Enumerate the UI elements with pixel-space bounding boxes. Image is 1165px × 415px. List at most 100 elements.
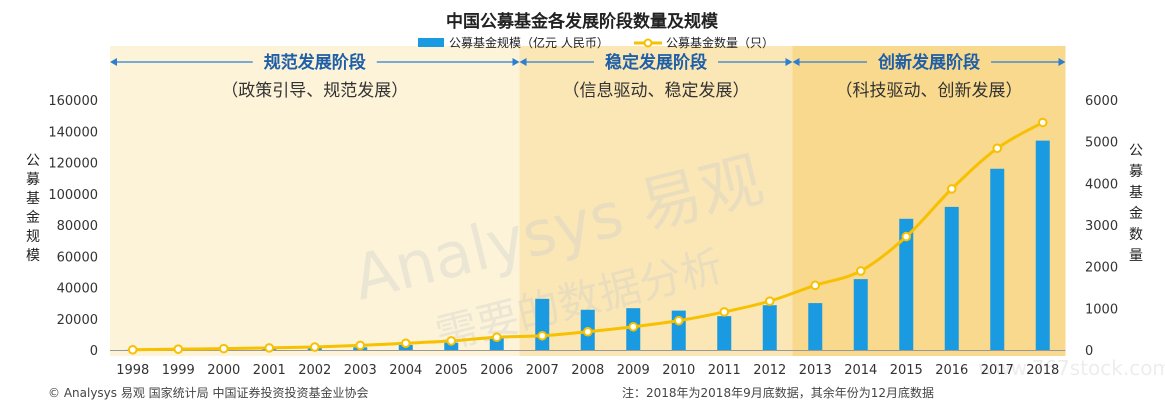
line-point-2015 <box>901 231 912 242</box>
bar-2015 <box>899 218 914 350</box>
left-tick-label: 80000 <box>57 219 98 234</box>
line-point-2001 <box>264 343 275 353</box>
right-axis-label-char: 量 <box>1129 248 1143 264</box>
legend-line-label: 公募基金数量（只） <box>666 35 774 50</box>
phase-title: 创新发展阶段 <box>877 52 980 73</box>
right-tick-label: 3000 <box>1085 219 1118 234</box>
phase-title-bg <box>867 51 991 73</box>
left-tick-label: 100000 <box>48 188 98 203</box>
x-tick-label: 2008 <box>571 363 604 378</box>
bar-2007 <box>535 298 550 350</box>
line-series <box>127 117 1048 355</box>
line-point-2000 <box>218 343 229 354</box>
line-point-2005 <box>446 336 457 346</box>
left-tick-label: 120000 <box>48 157 98 172</box>
line-point-2017 <box>992 143 1003 154</box>
bar-2005 <box>444 342 459 350</box>
left-tick-label: 20000 <box>57 313 98 328</box>
x-tick-label: 2007 <box>526 363 559 378</box>
line-point-2013 <box>810 280 821 291</box>
x-tick-label: 2012 <box>753 363 786 378</box>
x-tick-label: 2006 <box>480 363 513 378</box>
line-point-2007 <box>537 330 548 341</box>
x-tick-label: 2001 <box>253 363 286 378</box>
left-tick-label: 60000 <box>57 250 98 265</box>
right-axis-label-char: 基 <box>1129 184 1143 201</box>
phase-band-2 <box>519 46 793 356</box>
left-axis-label-char: 模 <box>26 248 40 264</box>
line-point-2018 <box>1037 117 1048 128</box>
x-tick-label: 2014 <box>844 363 877 378</box>
legend-bar-label: 公募基金规模（亿元 人民币） <box>449 35 609 50</box>
legend: 公募基金规模（亿元 人民币） 公募基金数量（只） <box>418 35 774 50</box>
line-point-2010 <box>673 315 684 326</box>
right-tick-label: 5000 <box>1085 136 1118 151</box>
legend-bar-swatch <box>418 38 444 47</box>
bar-2011 <box>717 316 732 350</box>
x-tick-label: 2009 <box>617 363 650 378</box>
left-axis-label-char: 金 <box>26 210 40 226</box>
line-point-1998 <box>127 344 138 355</box>
right-axis-label-char: 公 <box>1129 143 1143 159</box>
x-tick-label: 2017 <box>981 363 1014 378</box>
line-point-2008 <box>582 326 593 337</box>
footer-source: © Analysys 易观 国家统计局 中国证券投资投资基金业协会 <box>48 385 368 400</box>
left-tick-label: 160000 <box>48 94 98 109</box>
bar-2014 <box>853 279 868 350</box>
x-tick-label: 2002 <box>298 363 331 378</box>
arrow-left-icon <box>519 58 527 66</box>
chart-title: 中国公募基金各发展阶段数量及规模 <box>446 11 719 32</box>
left-tick-label: 0 <box>90 344 98 359</box>
line-point-2011 <box>719 307 730 317</box>
phase-band-3 <box>792 46 1066 356</box>
left-axis-label-char: 公 <box>26 153 40 169</box>
x-tick-label: 2010 <box>662 363 695 378</box>
right-axis-label-char: 募 <box>1129 164 1143 180</box>
right-axis-label-char: 数 <box>1129 227 1143 243</box>
arrow-right-icon <box>785 58 793 66</box>
legend-line-marker <box>643 38 653 48</box>
line-point-2016 <box>946 184 957 194</box>
line-point-2002 <box>309 342 320 352</box>
phase-title-bg <box>252 51 377 73</box>
bar-2013 <box>808 303 823 350</box>
arrow-left-icon <box>110 58 117 66</box>
phase-subtitle: （信息驱动、稳定发展） <box>563 81 750 101</box>
x-tick-label: 2005 <box>435 363 468 378</box>
x-tick-label: 2013 <box>799 363 832 378</box>
phase-title: 规范发展阶段 <box>264 52 366 73</box>
x-axis: 1998 1999 2000 2001 2002 2003 2004 2005 2006 2007… <box>110 350 1066 378</box>
phase-subtitle: （政策引导、规范发展） <box>221 81 408 101</box>
left-tick-label: 40000 <box>57 282 98 297</box>
x-tick-label: 2000 <box>207 363 240 378</box>
left-axis-label-char: 募 <box>26 172 40 188</box>
left-axis-label-char: 基 <box>26 190 40 207</box>
x-tick-label: 2004 <box>389 363 422 378</box>
x-tick-label: 1999 <box>162 363 195 378</box>
x-tick-label: 1998 <box>116 363 149 378</box>
left-axis-label-char: 规 <box>26 229 40 245</box>
right-tick-label: 1000 <box>1085 302 1118 317</box>
right-tick-label: 4000 <box>1085 177 1118 192</box>
bar-2012 <box>762 305 777 350</box>
phase-title: 稳定发展阶段 <box>605 52 707 73</box>
watermark-site: www.767stock.com <box>978 356 1165 380</box>
phase-band-1 <box>110 46 520 356</box>
line-point-2006 <box>491 332 502 343</box>
phase-subtitle: （科技驱动、创新发展） <box>836 81 1023 101</box>
line-point-1999 <box>173 344 184 354</box>
footer-note: 注：2018年为2018年9月底数据，其余年份为12月底数据 <box>622 385 934 400</box>
line-point-2009 <box>628 321 639 332</box>
right-axis: 0 1000 2000 3000 4000 5000 6000 公募基金数量 <box>1085 94 1143 359</box>
x-tick-label: 2015 <box>890 363 923 378</box>
right-tick-label: 0 <box>1085 344 1093 359</box>
bar-series <box>125 140 1050 350</box>
right-tick-label: 2000 <box>1085 261 1118 276</box>
line-point-2003 <box>355 340 366 351</box>
x-tick-label: 2016 <box>935 363 968 378</box>
x-tick-label: 2011 <box>708 363 741 378</box>
arrow-right-icon <box>512 58 520 66</box>
bar-2016 <box>944 206 959 350</box>
bar-2017 <box>990 168 1005 350</box>
left-tick-label: 140000 <box>48 125 98 140</box>
